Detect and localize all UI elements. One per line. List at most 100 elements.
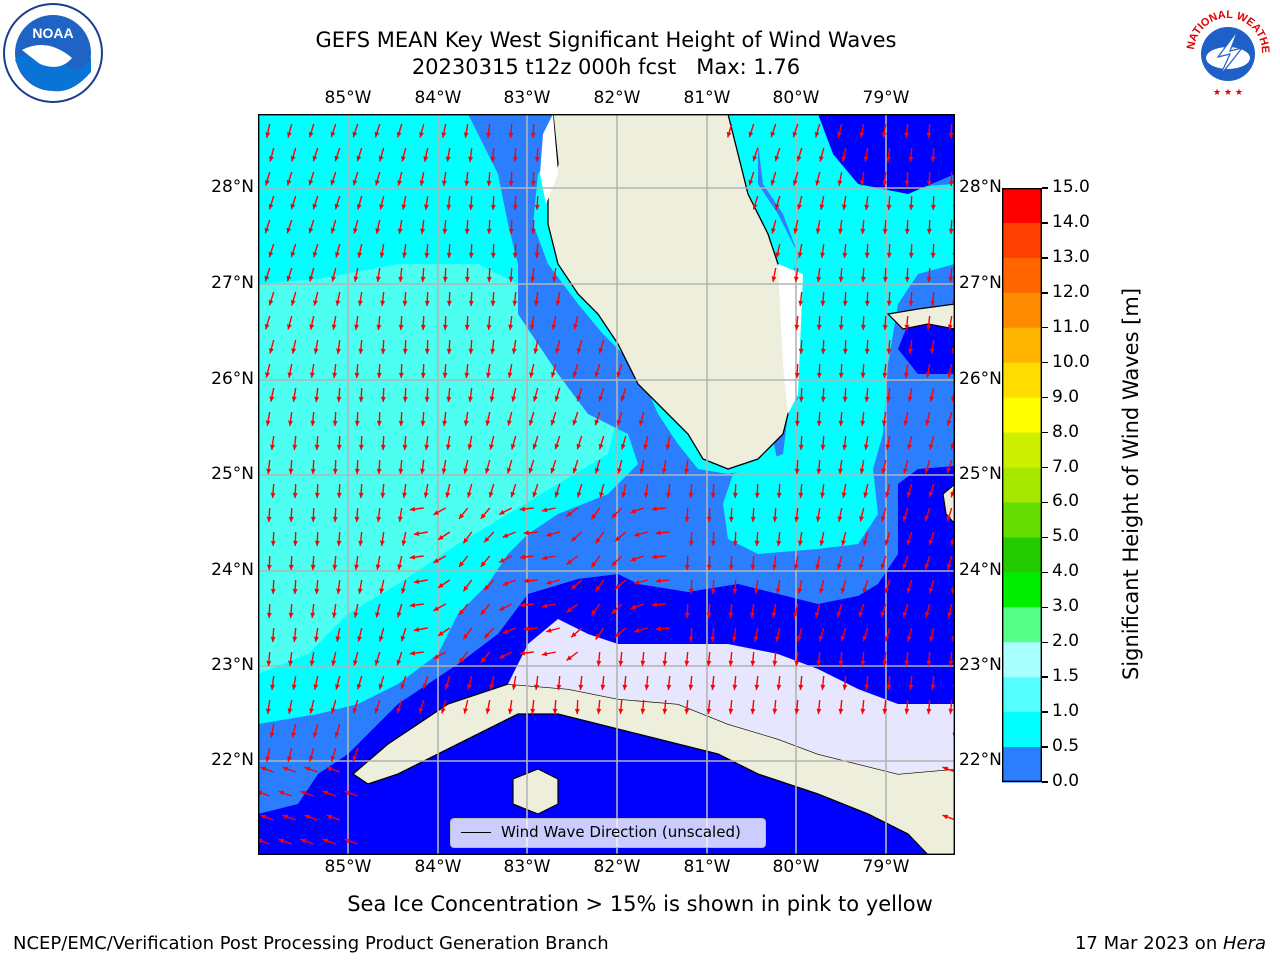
colorbar-tick-label: 10.0 bbox=[1052, 351, 1090, 372]
wave-direction-arrowhead bbox=[598, 443, 604, 450]
wave-direction-arrowhead bbox=[640, 660, 646, 666]
wave-direction-arrowhead bbox=[798, 396, 804, 402]
wave-direction-arrowhead bbox=[354, 516, 360, 522]
lat-label-right: 23°N bbox=[959, 655, 1002, 675]
wave-direction-arrowhead bbox=[292, 588, 298, 594]
wave-direction-arrowhead bbox=[820, 396, 826, 402]
wave-direction-arrowhead bbox=[310, 516, 316, 522]
wave-direction-arrowhead bbox=[291, 684, 297, 690]
wave-direction-arrowhead bbox=[268, 203, 274, 210]
wave-direction-arrowhead bbox=[290, 251, 296, 258]
wave-direction-arrowhead bbox=[651, 554, 657, 560]
wave-direction-arrowhead bbox=[445, 156, 451, 162]
wave-direction-arrowhead bbox=[510, 444, 516, 450]
wave-direction-arrowhead bbox=[265, 420, 271, 426]
wave-direction-arrowhead bbox=[906, 491, 912, 498]
wave-direction-arrowhead bbox=[842, 396, 848, 402]
wave-direction-arrowhead bbox=[292, 492, 298, 498]
wave-direction-arrowhead bbox=[336, 396, 342, 402]
wave-direction-arrowhead bbox=[598, 395, 604, 402]
wave-direction-arrowhead bbox=[880, 563, 886, 570]
wave-direction-arrowhead bbox=[463, 420, 469, 426]
svg-text:★ ★ ★: ★ ★ ★ bbox=[1213, 88, 1243, 98]
colorbar-segment bbox=[1002, 747, 1042, 783]
wave-direction-arrowhead bbox=[507, 420, 512, 426]
wave-direction-arrowhead bbox=[264, 275, 270, 282]
wave-direction-arrowhead bbox=[266, 564, 272, 570]
wave-direction-arrowhead bbox=[419, 180, 425, 186]
wave-direction-arrowhead bbox=[489, 684, 495, 690]
wave-direction-arrowhead bbox=[534, 156, 540, 162]
wave-direction-arrowhead bbox=[837, 516, 843, 522]
colorbar-tick-mark bbox=[1042, 536, 1048, 539]
wave-direction-arrowhead bbox=[815, 180, 820, 186]
wave-direction-arrowhead bbox=[904, 324, 910, 330]
wave-direction-arrowhead bbox=[860, 276, 866, 282]
wave-direction-arrowhead bbox=[374, 659, 380, 666]
wave-direction-arrowhead bbox=[666, 492, 672, 498]
wave-direction-arrowhead bbox=[480, 513, 486, 519]
wave-direction-arrowhead bbox=[512, 156, 518, 162]
wave-direction-arrowhead bbox=[464, 324, 470, 330]
wave-direction-arrowhead bbox=[859, 180, 865, 186]
wave-direction-arrowhead bbox=[794, 516, 800, 522]
wave-direction-arrowhead bbox=[288, 516, 294, 522]
wave-direction-arrowhead bbox=[265, 708, 271, 714]
lon-label-bottom: 84°W bbox=[414, 857, 462, 877]
colorbar-tick-label: 0.5 bbox=[1052, 736, 1080, 757]
wave-direction-arrowhead bbox=[591, 561, 597, 568]
wave-direction-arrowhead bbox=[529, 324, 535, 330]
wave-direction-arrowhead bbox=[926, 228, 932, 234]
wave-direction-arrowhead bbox=[616, 419, 622, 426]
wave-direction-arrowhead bbox=[512, 300, 518, 306]
lon-label-top: 83°W bbox=[503, 88, 551, 108]
wave-direction-arrowhead bbox=[330, 131, 336, 138]
wave-direction-arrowhead bbox=[484, 585, 490, 591]
wave-direction-arrowhead bbox=[662, 708, 668, 714]
bahamas-land bbox=[886, 303, 955, 330]
wave-direction-arrowhead bbox=[881, 468, 887, 474]
colorbar-segment bbox=[1002, 327, 1042, 364]
wave-direction-arrowhead bbox=[860, 228, 866, 234]
wave-direction-arrowhead bbox=[948, 132, 954, 138]
wave-direction-arrowhead bbox=[308, 755, 314, 762]
wave-direction-arrowhead bbox=[948, 708, 954, 714]
wave-direction-arrowhead bbox=[486, 276, 492, 282]
wave-direction-arrowhead bbox=[655, 626, 661, 632]
wave-direction-arrowhead bbox=[752, 155, 758, 162]
wave-direction-arrowhead bbox=[860, 324, 866, 330]
wave-direction-arrowhead bbox=[816, 276, 822, 282]
wave-direction-arrowhead bbox=[468, 300, 474, 306]
wave-direction-arrowhead bbox=[634, 627, 640, 633]
wave-direction-arrowhead bbox=[440, 708, 446, 714]
wave-direction-arrowhead bbox=[862, 635, 868, 642]
wave-direction-arrowhead bbox=[820, 300, 826, 306]
wave-direction-arrowhead bbox=[595, 537, 601, 544]
wave-direction-arrowhead bbox=[353, 228, 358, 234]
wave-direction-arrowhead bbox=[816, 660, 822, 666]
wave-direction-arrowhead bbox=[397, 516, 403, 522]
wave-direction-arrowhead bbox=[459, 609, 465, 615]
wave-direction-arrowhead bbox=[770, 179, 776, 186]
wave-direction-arrowhead bbox=[684, 564, 690, 570]
wave-direction-arrowhead bbox=[794, 660, 800, 666]
wave-direction-arrowhead bbox=[926, 324, 932, 330]
wave-direction-arrowhead bbox=[706, 516, 712, 522]
wave-direction-arrowhead bbox=[908, 252, 914, 258]
wave-direction-arrowhead bbox=[930, 684, 936, 690]
wave-direction-arrowhead bbox=[710, 588, 716, 594]
wave-direction-arrowhead bbox=[574, 708, 580, 714]
colorbar-tick-mark bbox=[1042, 222, 1048, 224]
wave-direction-arrowhead bbox=[930, 252, 936, 258]
wave-direction-arrowhead bbox=[572, 371, 578, 378]
wave-direction-arrowhead bbox=[486, 324, 492, 330]
wave-direction-arrowhead bbox=[566, 655, 572, 661]
wave-direction-arrowhead bbox=[418, 707, 424, 714]
wave-direction-arrowhead bbox=[352, 179, 358, 186]
wave-direction-arrowhead bbox=[459, 561, 465, 567]
wave-direction-arrowhead bbox=[946, 467, 952, 474]
wave-direction-arrowhead bbox=[314, 588, 320, 594]
wave-direction-arrowhead bbox=[335, 684, 340, 690]
colorbar-tick-mark bbox=[1042, 781, 1048, 783]
wave-direction-arrowhead bbox=[793, 612, 798, 618]
